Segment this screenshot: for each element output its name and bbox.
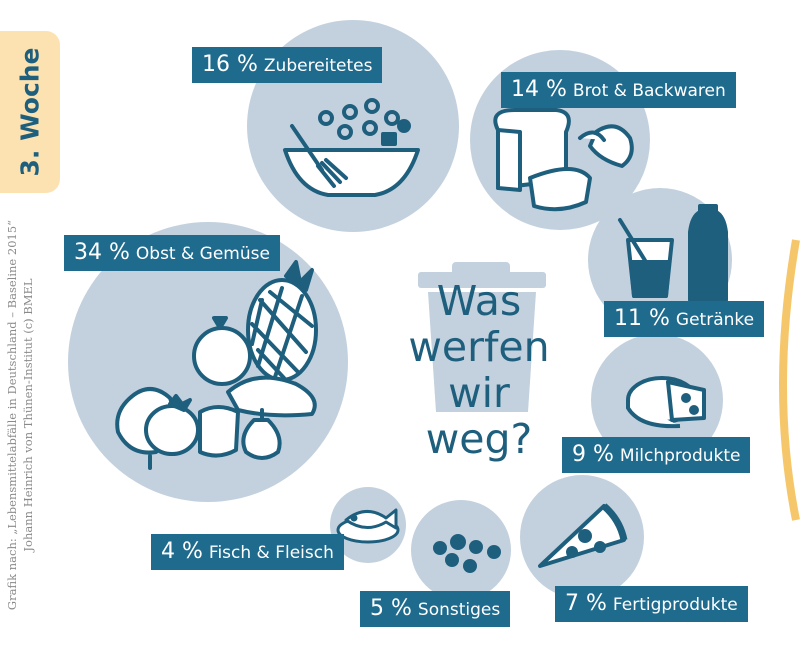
- week-label: 3. Woche: [15, 47, 45, 177]
- label-fertigprodukte: 7 % Fertigprodukte: [555, 586, 748, 622]
- value-sonstiges: 5 %: [370, 596, 412, 621]
- misc-dots-icon: [433, 534, 501, 573]
- right-edge-arc: [779, 239, 800, 521]
- pizza-icon: [538, 503, 628, 568]
- category-sonstiges: Sonstiges: [417, 600, 501, 620]
- chart-title: Was werfen wir weg?: [408, 277, 550, 463]
- label-fisch-fleisch: 4 % Fisch & Fleisch: [151, 534, 344, 570]
- fruit-vegetables-icon: [115, 260, 318, 470]
- value-getraenke: 11 %: [614, 306, 670, 331]
- value-fisch-fleisch: 4 %: [161, 539, 203, 564]
- bubble-sonstiges: [411, 500, 511, 600]
- label-obst-gemuese: 34 % Obst & Gemüse: [64, 235, 280, 271]
- category-obst-gemuese: Obst & Gemüse: [135, 244, 270, 264]
- source-line-2: Johann Heinrich von Thünen-Institut (c) …: [21, 278, 35, 552]
- category-fisch-fleisch: Fisch & Fleisch: [208, 543, 334, 563]
- source-line-1: Grafik nach: „Lebensmittelabfälle in Deu…: [5, 219, 19, 611]
- value-fertigprodukte: 7 %: [565, 591, 607, 616]
- category-fertigprodukte: Fertigprodukte: [612, 595, 738, 615]
- value-milchprodukte: 9 %: [572, 442, 614, 467]
- category-getraenke: Getränke: [675, 310, 755, 330]
- bread-icon: [493, 108, 634, 212]
- fish-plate-icon: [336, 508, 400, 544]
- value-brot-backwaren: 14 %: [511, 77, 567, 102]
- trash-can-icon: [418, 262, 546, 412]
- value-obst-gemuese: 34 %: [74, 240, 130, 265]
- label-milchprodukte: 9 % Milchprodukte: [562, 437, 751, 473]
- week-tab: [0, 31, 60, 193]
- label-getraenke: 11 % Getränke: [604, 301, 765, 337]
- category-milchprodukte: Milchprodukte: [619, 446, 741, 466]
- category-zubereitetes: Zubereitetes: [263, 56, 373, 76]
- value-zubereitetes: 16 %: [202, 52, 258, 77]
- drinks-icon: [618, 204, 728, 302]
- label-sonstiges: 5 % Sonstiges: [360, 591, 511, 627]
- label-zubereitetes: 16 % Zubereitetes: [192, 47, 383, 83]
- label-brot-backwaren: 14 % Brot & Backwaren: [501, 72, 736, 108]
- source-credit: Grafik nach: „Lebensmittelabfälle in Deu…: [4, 205, 36, 625]
- category-brot-backwaren: Brot & Backwaren: [572, 81, 726, 101]
- cheese-icon: [626, 376, 706, 429]
- salad-bowl-icon: [283, 98, 420, 197]
